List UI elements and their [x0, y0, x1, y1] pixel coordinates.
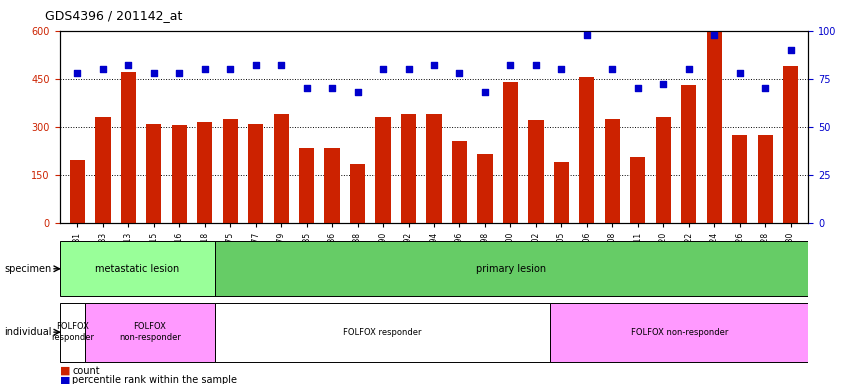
Text: primary lesion: primary lesion: [477, 264, 546, 274]
Point: [224, 66, 237, 72]
Bar: [146, 124, 162, 223]
Point: [631, 85, 644, 91]
Text: ■: ■: [60, 366, 70, 376]
Point: [274, 62, 288, 68]
Text: metastatic lesion: metastatic lesion: [95, 264, 180, 274]
Bar: [528, 120, 544, 223]
Bar: [299, 147, 314, 223]
Bar: [223, 119, 238, 223]
Point: [504, 62, 517, 68]
Bar: [757, 135, 773, 223]
Point: [529, 62, 543, 68]
Text: FOLFOX non-responder: FOLFOX non-responder: [631, 328, 728, 337]
Bar: [503, 82, 518, 223]
Text: individual: individual: [4, 327, 52, 337]
Bar: [426, 114, 442, 223]
Point: [427, 62, 441, 68]
Point: [198, 66, 212, 72]
Text: percentile rank within the sample: percentile rank within the sample: [72, 375, 237, 384]
Point: [248, 62, 262, 68]
Point: [580, 31, 594, 38]
Point: [300, 85, 313, 91]
Text: ■: ■: [60, 375, 70, 384]
Bar: [655, 117, 671, 223]
Text: FOLFOX
non-responder: FOLFOX non-responder: [119, 323, 181, 342]
Point: [453, 70, 466, 76]
Point: [173, 70, 186, 76]
Bar: [172, 125, 187, 223]
Point: [147, 70, 161, 76]
Bar: [580, 77, 595, 223]
Point: [325, 85, 339, 91]
FancyBboxPatch shape: [214, 303, 551, 362]
FancyBboxPatch shape: [60, 303, 85, 362]
Bar: [95, 117, 111, 223]
Point: [656, 81, 670, 88]
FancyBboxPatch shape: [551, 303, 808, 362]
Point: [351, 89, 364, 95]
Bar: [706, 31, 722, 223]
Bar: [783, 66, 798, 223]
Bar: [452, 141, 467, 223]
Bar: [732, 135, 747, 223]
FancyBboxPatch shape: [85, 303, 214, 362]
Bar: [350, 164, 365, 223]
Bar: [375, 117, 391, 223]
Bar: [273, 114, 288, 223]
Point: [784, 47, 797, 53]
Bar: [477, 154, 493, 223]
Bar: [681, 85, 696, 223]
Text: specimen: specimen: [4, 264, 52, 274]
Point: [402, 66, 415, 72]
Point: [682, 66, 695, 72]
FancyBboxPatch shape: [214, 241, 808, 296]
Text: FOLFOX responder: FOLFOX responder: [343, 328, 421, 337]
Text: count: count: [72, 366, 100, 376]
Bar: [121, 72, 136, 223]
Text: FOLFOX
responder: FOLFOX responder: [51, 323, 94, 342]
Bar: [630, 157, 645, 223]
Bar: [324, 147, 340, 223]
Bar: [554, 162, 569, 223]
Bar: [197, 122, 213, 223]
Bar: [248, 124, 263, 223]
Point: [478, 89, 492, 95]
Bar: [401, 114, 416, 223]
Bar: [605, 119, 620, 223]
Point: [71, 70, 84, 76]
Point: [555, 66, 568, 72]
FancyBboxPatch shape: [60, 241, 214, 296]
Text: GDS4396 / 201142_at: GDS4396 / 201142_at: [44, 8, 182, 22]
Point: [606, 66, 620, 72]
Point: [122, 62, 135, 68]
Point: [758, 85, 772, 91]
Point: [96, 66, 110, 72]
Point: [707, 31, 721, 38]
Bar: [70, 161, 85, 223]
Point: [376, 66, 390, 72]
Point: [733, 70, 746, 76]
